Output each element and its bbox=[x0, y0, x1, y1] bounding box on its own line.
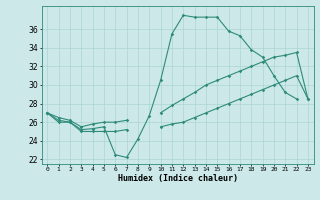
X-axis label: Humidex (Indice chaleur): Humidex (Indice chaleur) bbox=[118, 174, 237, 183]
